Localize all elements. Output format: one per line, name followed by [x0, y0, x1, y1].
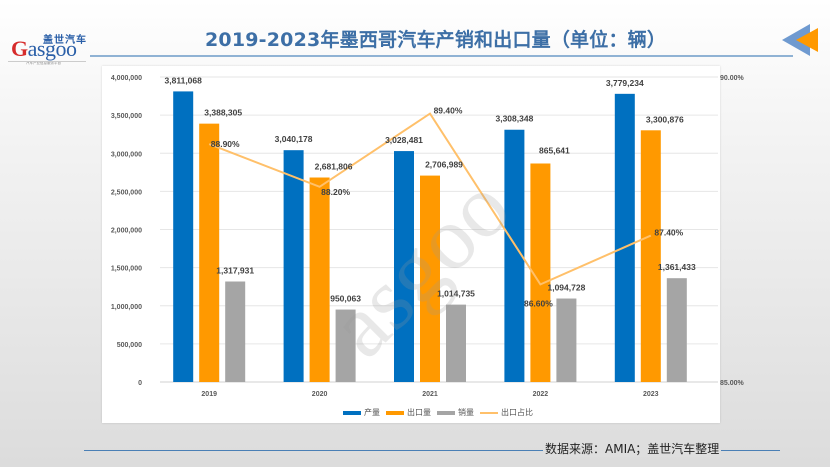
- production-bar: [173, 91, 194, 382]
- page-title: 2019-2023年墨西哥汽车产销和出口量（单位：辆）: [205, 29, 667, 51]
- gasgoo-logo: 盖世汽车 Gasgoo 汽车产业信息服务平台: [8, 28, 92, 68]
- sales-label: 1,317,931: [216, 266, 254, 276]
- logo-cn-text: 盖世汽车: [43, 35, 87, 46]
- bars: [173, 91, 687, 382]
- legend-item-production: 产量: [343, 407, 380, 418]
- logo-en-text: Gasgoo: [11, 36, 77, 61]
- export-label: 865,641: [539, 145, 570, 155]
- y-tick-label: 2,500,000: [111, 189, 142, 196]
- export-ratio-label: 88.20%: [321, 187, 350, 197]
- legend-swatch-export-ratio: [480, 411, 498, 414]
- sales-bar: [225, 281, 246, 382]
- y-tick-label: 3,500,000: [111, 113, 142, 120]
- data-labels: 3,811,068 3,040,178 3,028,481 3,308,348 3,77…: [165, 75, 696, 308]
- data-source: 数据来源：AMIA；盖世汽车整理: [543, 440, 722, 457]
- x-tick-label: 2022: [533, 391, 549, 398]
- y-axis-left: 0 500,000 1,000,000 1,500,000 2,000,000 2,500…: [111, 75, 142, 387]
- y-tick-label: 1,500,000: [111, 266, 142, 273]
- production-bar: [504, 129, 525, 382]
- legend-label-export: 出口量: [407, 408, 431, 417]
- legend-label-export-ratio: 出口占比: [501, 408, 533, 417]
- export-ratio-polyline: [208, 112, 652, 286]
- sales-label: 950,063: [330, 294, 361, 304]
- y-tick-label: 500,000: [117, 342, 142, 349]
- production-label: 3,308,348: [495, 114, 533, 124]
- y-tick-label: 4,000,000: [111, 75, 142, 82]
- back-arrow-icon[interactable]: [780, 20, 830, 60]
- export-ratio-label: 88.90%: [211, 139, 240, 149]
- sales-bar: [556, 298, 577, 382]
- production-label: 3,779,234: [606, 78, 644, 88]
- sales-bar: [335, 309, 356, 382]
- x-tick-label: 2019: [201, 391, 217, 398]
- export-ratio-label: 87.40%: [654, 228, 683, 238]
- y-tick-label: 2,000,000: [111, 228, 142, 235]
- export-label: 3,300,876: [646, 114, 684, 124]
- production-bar: [614, 93, 635, 382]
- production-bar: [394, 151, 414, 382]
- legend-swatch-export: [386, 410, 404, 415]
- y-tick-label: 1,000,000: [111, 304, 142, 311]
- x-tick-label: 2023: [643, 391, 659, 398]
- production-label: 3,028,481: [385, 135, 423, 145]
- legend-item-export: 出口量: [386, 407, 431, 418]
- logo-subtitle: 汽车产业信息服务平台: [26, 61, 61, 65]
- export-ratio-line: [208, 112, 652, 286]
- export-ratio-label: 86.60%: [524, 298, 553, 308]
- production-label: 3,811,068: [165, 75, 203, 85]
- export-bar: [199, 123, 220, 382]
- y-tick-label: 0: [138, 380, 142, 387]
- production-bar: [283, 150, 304, 382]
- export-label: 3,388,305: [204, 108, 242, 118]
- legend-item-export-ratio: 出口占比: [480, 407, 533, 418]
- export-bar: [420, 175, 440, 382]
- title-underline: [90, 55, 793, 57]
- export-bar: [640, 130, 661, 382]
- y-right-tick-label: 85.00%: [720, 380, 745, 387]
- sales-bar: [666, 278, 687, 382]
- legend-swatch-sales: [437, 410, 455, 415]
- y-axis-right: 90.00% 85.00%: [720, 75, 745, 387]
- export-bar: [309, 177, 330, 382]
- sales-label: 1,361,433: [658, 262, 696, 272]
- sales-label: 1,014,735: [437, 289, 475, 299]
- footer-rule: [84, 450, 780, 451]
- export-label: 2,681,806: [315, 162, 353, 172]
- legend-label-sales: 销量: [458, 408, 474, 417]
- x-tick-label: 2020: [312, 391, 328, 398]
- chart-legend: 产量 出口量 销量 出口占比: [343, 407, 535, 418]
- y-tick-label: 3,000,000: [111, 151, 142, 158]
- legend-swatch-production: [343, 410, 361, 415]
- export-label: 2,706,989: [425, 160, 463, 170]
- sales-bar: [446, 304, 466, 382]
- legend-item-sales: 销量: [437, 407, 474, 418]
- x-axis: 2019 2020 2021 2022 2023: [201, 391, 658, 398]
- legend-label-production: 产量: [364, 408, 380, 417]
- production-label: 3,040,178: [275, 134, 313, 144]
- export-ratio-label: 89.40%: [434, 106, 463, 116]
- export-bar: [530, 163, 551, 382]
- x-tick-label: 2021: [422, 391, 438, 398]
- y-right-tick-label: 90.00%: [720, 75, 745, 82]
- logo-divider: [8, 61, 86, 62]
- sales-label: 1,094,728: [547, 283, 585, 293]
